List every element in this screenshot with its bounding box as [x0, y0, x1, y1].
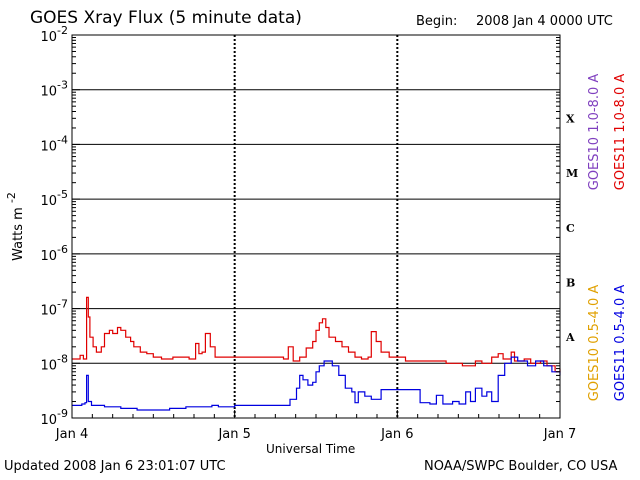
grid-lines: [72, 35, 560, 418]
y-axis-label: Watts m -2: [5, 192, 26, 261]
updated-timestamp: Updated 2008 Jan 6 23:01:07 UTC: [4, 459, 226, 474]
legend-entry: GOES11 1.0-8.0 A: [613, 74, 628, 191]
flare-class-label: C: [566, 222, 575, 235]
x-tick-label: Jan 6: [380, 427, 413, 442]
series-line: [72, 296, 561, 373]
y-tick-label: 10-6: [40, 243, 68, 264]
x-tick-label: Jan 4: [55, 427, 88, 442]
legend-entry: GOES11 0.5-4.0 A: [613, 285, 628, 402]
y-tick-label: 10-5: [40, 188, 68, 209]
source-credit: NOAA/SWPC Boulder, CO USA: [424, 459, 618, 474]
flare-class-label: B: [566, 276, 575, 289]
y-tick-label: 10-4: [40, 133, 68, 154]
x-tick-label: Jan 7: [543, 427, 576, 442]
legend-entry: GOES10 0.5-4.0 A: [587, 285, 602, 402]
flare-class-label: X: [566, 112, 575, 125]
series-line: [72, 356, 561, 411]
legend: GOES10 1.0-8.0 A GOES11 1.0-8.0 A GOES10 0…: [587, 74, 628, 402]
begin-label: Begin:: [416, 14, 458, 29]
axis-ticks: [71, 34, 561, 419]
y-tick-label: 10-7: [40, 298, 68, 319]
legend-entry: GOES10 1.0-8.0 A: [587, 74, 602, 191]
x-axis-label: Universal Time: [266, 442, 356, 456]
y-tick-label: 10-8: [40, 352, 68, 373]
plot-frame: [71, 34, 561, 419]
y-tick-label: 10-9: [40, 407, 68, 428]
flare-class-label: M: [566, 167, 578, 180]
flare-class-label: A: [565, 331, 575, 344]
x-tick-label: Jan 5: [217, 427, 250, 442]
chart-title: GOES Xray Flux (5 minute data): [30, 8, 302, 28]
y-tick-label: 10-3: [40, 79, 68, 100]
begin-value: 2008 Jan 4 0000 UTC: [476, 14, 613, 29]
y-tick-label: 10-2: [40, 24, 68, 45]
series-lines: [72, 296, 561, 411]
